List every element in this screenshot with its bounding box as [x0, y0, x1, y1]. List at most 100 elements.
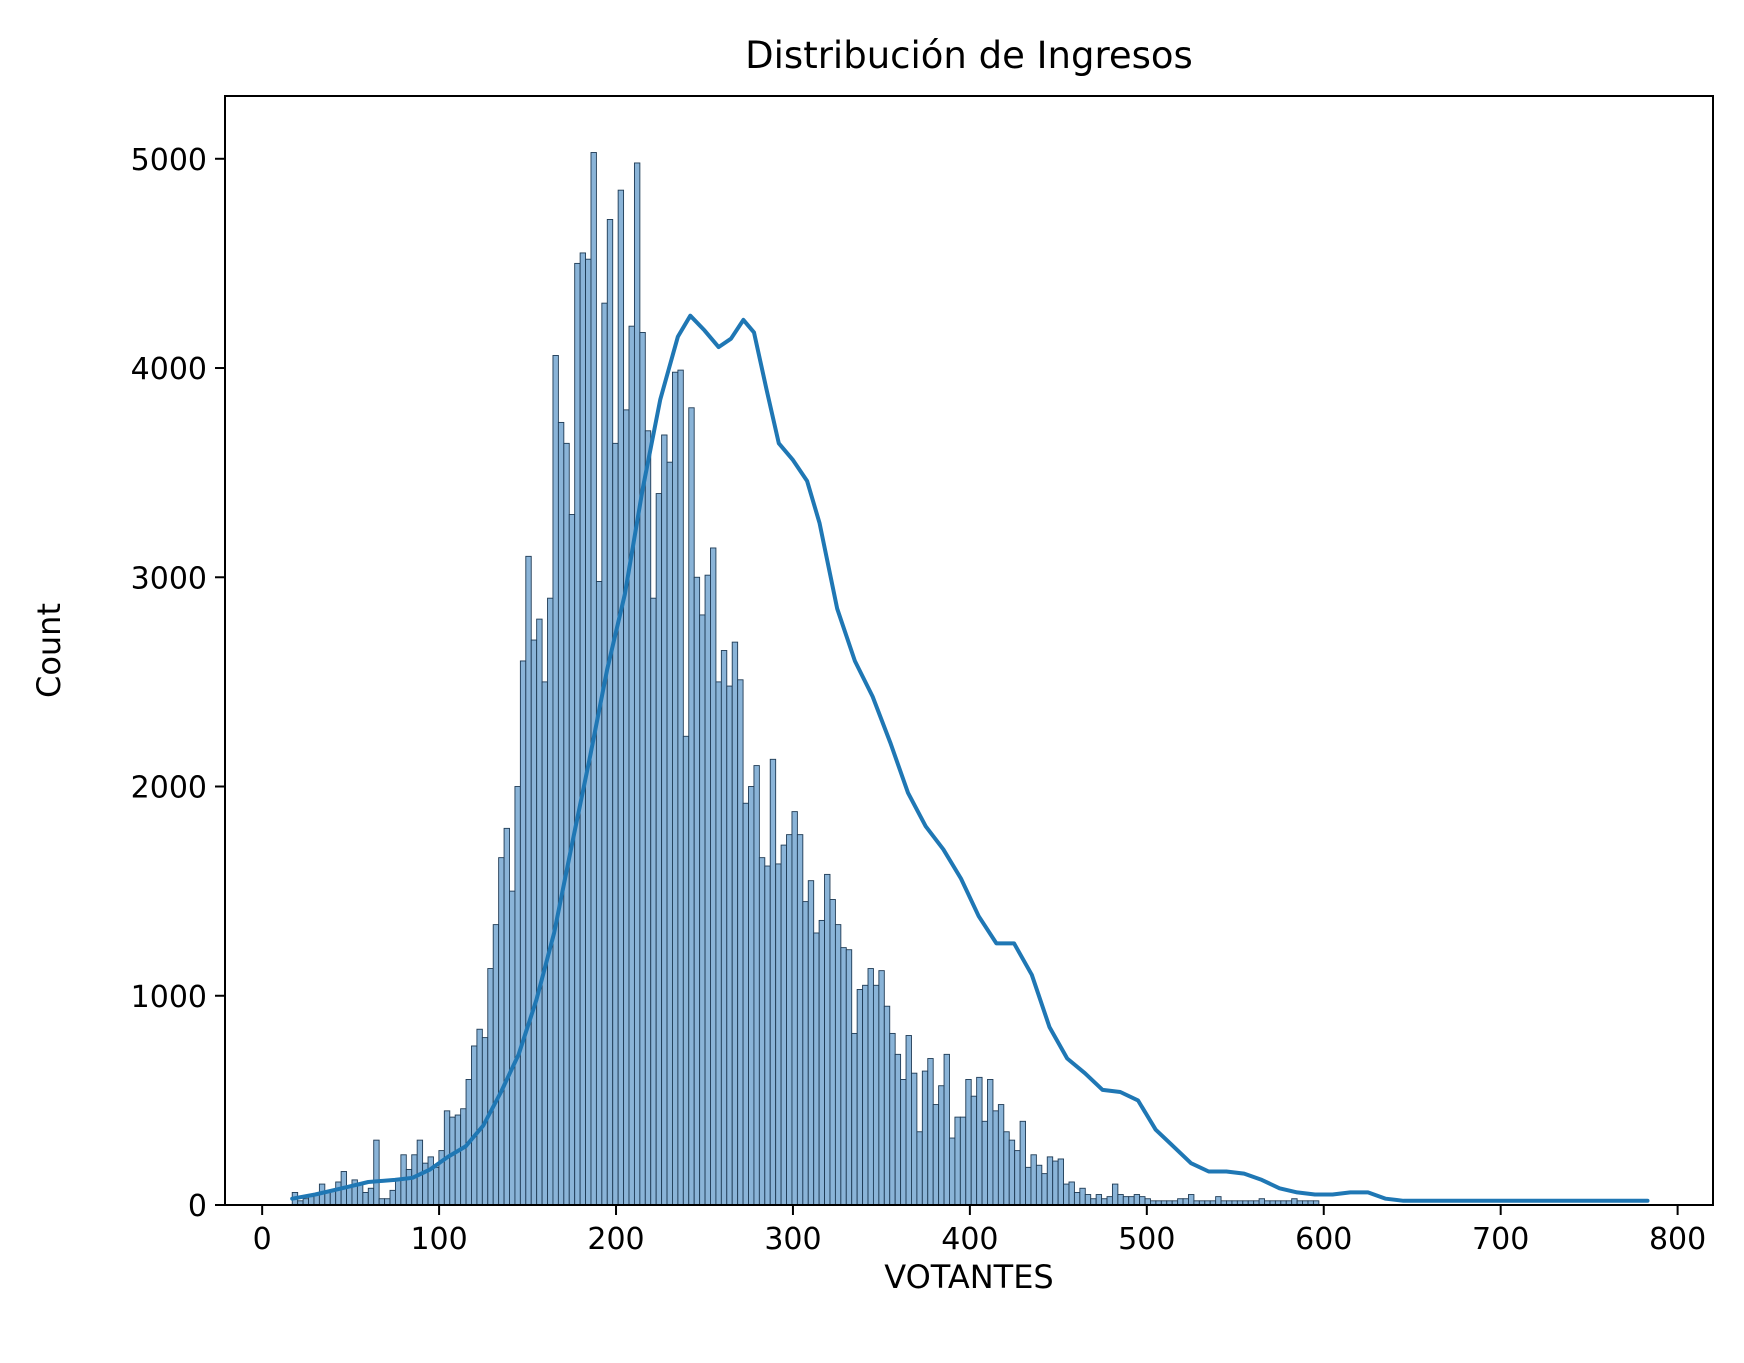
histogram-bar	[471, 1045, 478, 1206]
histogram-bar	[1084, 1194, 1092, 1206]
histogram-bar	[1068, 1181, 1075, 1206]
histogram-bar	[661, 434, 668, 1206]
histogram-bar	[748, 786, 755, 1206]
histogram-bar	[1139, 1196, 1146, 1206]
histogram-bar	[818, 919, 826, 1206]
histogram-bar	[862, 984, 869, 1206]
histogram-bar	[987, 1079, 994, 1206]
histogram-bar	[487, 968, 494, 1206]
histogram-bar	[742, 802, 749, 1206]
histogram-bar	[1008, 1139, 1016, 1206]
histogram-bar	[1041, 1173, 1048, 1206]
histogram-bar	[807, 880, 815, 1206]
histogram-bar	[921, 1070, 929, 1206]
histogram-bar	[1079, 1187, 1086, 1206]
histogram-bar	[367, 1187, 375, 1206]
histogram-bar	[889, 1032, 896, 1206]
histogram-bar	[1052, 1160, 1059, 1206]
histogram-bar	[720, 650, 728, 1206]
histogram-bar	[905, 1035, 912, 1206]
histogram-bar	[433, 1166, 440, 1206]
histogram-bar	[911, 1072, 918, 1206]
histogram-bar	[411, 1154, 418, 1206]
histogram-bar	[503, 827, 510, 1206]
histogram-bar	[585, 258, 592, 1206]
histogram-bar	[802, 901, 809, 1206]
histogram-bar	[1111, 1183, 1119, 1206]
y-axis-label: Count	[30, 603, 68, 698]
histogram-bar	[672, 371, 679, 1206]
histogram-bar	[655, 493, 663, 1206]
histogram-bar	[813, 932, 820, 1206]
histogram-bar	[552, 355, 559, 1206]
histogram-bar	[976, 1076, 983, 1206]
histogram-bar	[547, 597, 554, 1206]
histogram-bar	[362, 1191, 369, 1206]
histogram-bar	[644, 430, 652, 1206]
histogram-bar	[775, 863, 782, 1206]
y-tick-label: 5000	[131, 143, 207, 178]
histogram-bar	[796, 834, 804, 1206]
histogram-bar	[595, 580, 603, 1206]
histogram-bar	[710, 547, 717, 1206]
histogram-bar	[449, 1116, 456, 1206]
x-tick-label: 800	[1649, 1222, 1706, 1257]
x-tick-label: 700	[1472, 1222, 1529, 1257]
histogram-bar	[628, 325, 635, 1206]
histogram-bar	[1057, 1158, 1065, 1206]
histogram-bar	[970, 1095, 978, 1206]
histogram-bar	[509, 890, 516, 1206]
x-axis-label: VOTANTES	[884, 1258, 1053, 1296]
histogram-bar	[932, 1104, 940, 1206]
histogram-bar	[308, 1196, 315, 1206]
kde-curve	[290, 313, 1650, 1203]
x-tick-label: 200	[587, 1222, 644, 1257]
histogram-bar	[845, 949, 853, 1206]
histogram-bar	[666, 461, 673, 1206]
histogram-bar	[753, 765, 760, 1206]
histogram-bar	[460, 1108, 467, 1206]
histogram-bar	[693, 576, 701, 1206]
histogram-bar	[715, 681, 722, 1206]
histogram-bar	[454, 1114, 462, 1206]
histogram-bar	[1095, 1194, 1103, 1206]
histogram-bar	[525, 555, 532, 1206]
histogram-bar	[894, 1053, 902, 1206]
histogram-bar	[389, 1189, 396, 1206]
histogram-bar	[639, 331, 646, 1206]
histogram-bar	[758, 857, 766, 1206]
histogram-bar	[1215, 1196, 1222, 1206]
histogram-bar	[1003, 1131, 1010, 1206]
x-tick-label: 0	[253, 1222, 272, 1257]
histogram-bar	[563, 442, 570, 1206]
x-tick-label: 100	[410, 1222, 467, 1257]
histogram-bar	[959, 1116, 967, 1206]
histogram-bar	[514, 786, 521, 1206]
histogram-bar	[373, 1139, 380, 1206]
x-tick-label: 300	[764, 1222, 821, 1257]
histogram-bar	[606, 219, 614, 1206]
histogram-bar	[1106, 1196, 1113, 1206]
histogram-bar	[1128, 1196, 1135, 1206]
x-tick-label: 500	[1118, 1222, 1175, 1257]
x-axis-ticks: 0 100 200 300 400 500 600 700 800	[253, 1205, 1706, 1257]
histogram-bar	[916, 1131, 923, 1206]
histogram-bar	[1133, 1194, 1141, 1206]
histogram-bar	[786, 834, 793, 1206]
histogram-bar	[579, 252, 587, 1206]
histogram-bar	[927, 1058, 934, 1206]
histogram-bar	[1188, 1194, 1195, 1206]
histogram-bar	[530, 639, 538, 1206]
histogram-bar	[699, 614, 706, 1206]
histogram-bar	[1035, 1164, 1043, 1206]
histogram-bar	[997, 1104, 1005, 1206]
histogram-bar	[590, 152, 597, 1206]
histogram-bar	[867, 968, 874, 1206]
histogram-bar	[992, 1110, 999, 1206]
histogram-bar	[536, 618, 543, 1206]
histogram-bar	[688, 407, 695, 1206]
histogram-bar	[938, 1085, 945, 1206]
histogram-bar	[824, 873, 831, 1206]
y-tick-label: 4000	[131, 352, 207, 387]
